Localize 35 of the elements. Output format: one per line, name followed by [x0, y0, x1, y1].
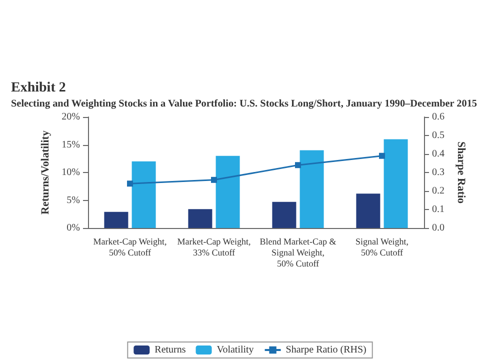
y-tick-label: 20% — [62, 112, 80, 122]
point — [211, 176, 217, 183]
legend-label: Returns — [154, 344, 186, 356]
point — [127, 180, 133, 187]
chart-title: Exhibit 2 — [11, 80, 66, 96]
y-tick-label: 0% — [66, 222, 80, 234]
y2-axis-title: Sharpe Ratio — [454, 141, 467, 204]
legend-label: Sharpe Ratio (RHS) — [286, 344, 366, 356]
x-tick-label: Market-Cap Weight, 33% Cutoff — [177, 236, 251, 258]
y2-tick-label: 0.3 — [432, 167, 444, 178]
y2-tick-label: 0.0 — [432, 222, 444, 234]
y2-tick-label: 0.6 — [432, 112, 444, 122]
y2-tick-label: 0.4 — [432, 148, 444, 160]
bar — [300, 150, 324, 228]
y2-tick-label: 0.2 — [432, 186, 444, 196]
y2-tick-label: 0.1 — [432, 204, 444, 215]
bar — [188, 209, 212, 228]
y2-tick-label: 0.5 — [432, 130, 444, 141]
bar — [356, 194, 380, 228]
x-tick-label: Signal Weight, 50% Cutoff — [355, 236, 409, 258]
bar — [104, 212, 128, 228]
x-tick-label: Blend Market-Cap & Signal Weight, 50% Cutoff — [260, 236, 336, 268]
point — [379, 152, 385, 159]
y-tick-label: 15% — [62, 139, 80, 150]
chart-subtitle: Selecting and Weighting Stocks in a Value Portfolio: U.S. Stocks Long/Short, January 1990–December 2015 — [11, 98, 478, 110]
x-tick-label: Market-Cap Weight, 50% Cutoff — [93, 236, 167, 258]
y-axis-title: Returns/Volatility — [39, 130, 52, 214]
point — [295, 162, 301, 168]
bar — [132, 161, 156, 228]
bar — [272, 202, 296, 228]
bar — [216, 156, 240, 228]
legend-label: Volatility — [216, 344, 254, 356]
bar — [384, 139, 408, 228]
y-tick-label: 5% — [66, 194, 80, 206]
y-tick-label: 10% — [62, 167, 80, 178]
